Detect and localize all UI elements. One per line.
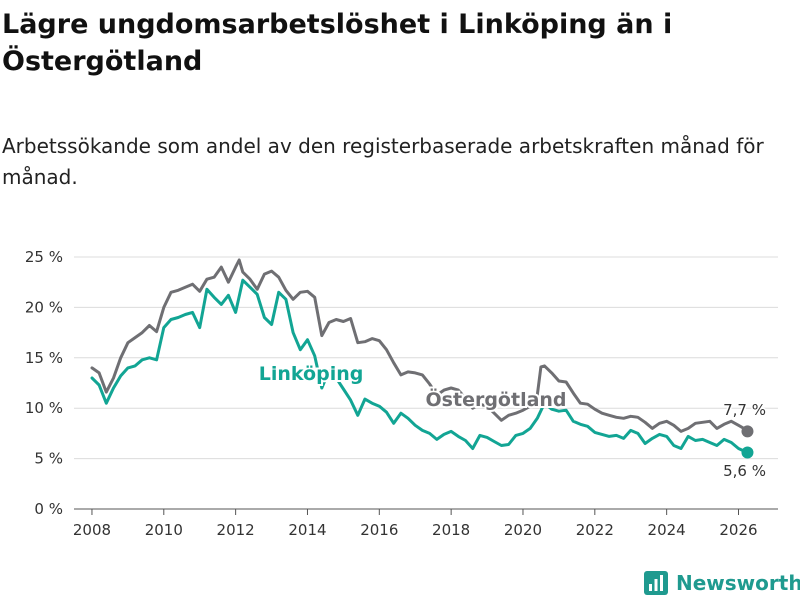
series-line-ostergotland — [90, 258, 749, 433]
series-label-linkoping: Linköping — [259, 363, 364, 385]
y-tick-label: 25 % — [25, 248, 63, 266]
y-tick-label: 0 % — [34, 500, 63, 518]
end-point-linkoping — [741, 446, 754, 459]
x-tick-label: 2014 — [288, 521, 326, 539]
x-tick-label: 2008 — [73, 521, 111, 539]
x-tick-label: 2024 — [648, 521, 686, 539]
end-point-ostergotland — [741, 425, 754, 438]
y-tick-label: 15 % — [25, 349, 63, 367]
chart-title: Lägre ungdomsarbetslöshet i Linköping än… — [2, 9, 673, 77]
y-tick-label: 5 % — [34, 450, 63, 468]
series-line-linkoping — [90, 278, 749, 455]
x-tick-label: 2026 — [719, 521, 757, 539]
brand-name: Newsworthy — [676, 571, 800, 595]
x-tick-label: 2012 — [217, 521, 255, 539]
grid-lines — [74, 256, 778, 460]
x-tick-label: 2022 — [576, 521, 614, 539]
x-tick-label: 2018 — [432, 521, 470, 539]
x-tick-label: 2020 — [504, 521, 542, 539]
y-tick-label: 10 % — [25, 399, 63, 417]
series-label-ostergotland: Östergötland — [426, 387, 567, 411]
end-value-label-ostergotland: 7,7 % — [723, 401, 766, 419]
newsworthy-logo-icon — [644, 571, 668, 595]
y-tick-label: 20 % — [25, 298, 63, 316]
brand-logo: Newsworthy — [644, 568, 800, 598]
axes: 0 % 5 % 10 % 15 % 20 % 25 % 2008 2010 2012 2014 20… — [25, 248, 778, 539]
end-value-label-linkoping: 5,6 % — [723, 462, 766, 480]
chart-labels: Östergötland 7,7 % Linköping 5,6 % — [257, 361, 768, 482]
x-tick-label: 2010 — [145, 521, 183, 539]
chart-subtitle: Arbetssökande som andel av den registerb… — [2, 134, 764, 189]
x-tick-label: 2016 — [360, 521, 398, 539]
series-lines — [90, 258, 754, 459]
